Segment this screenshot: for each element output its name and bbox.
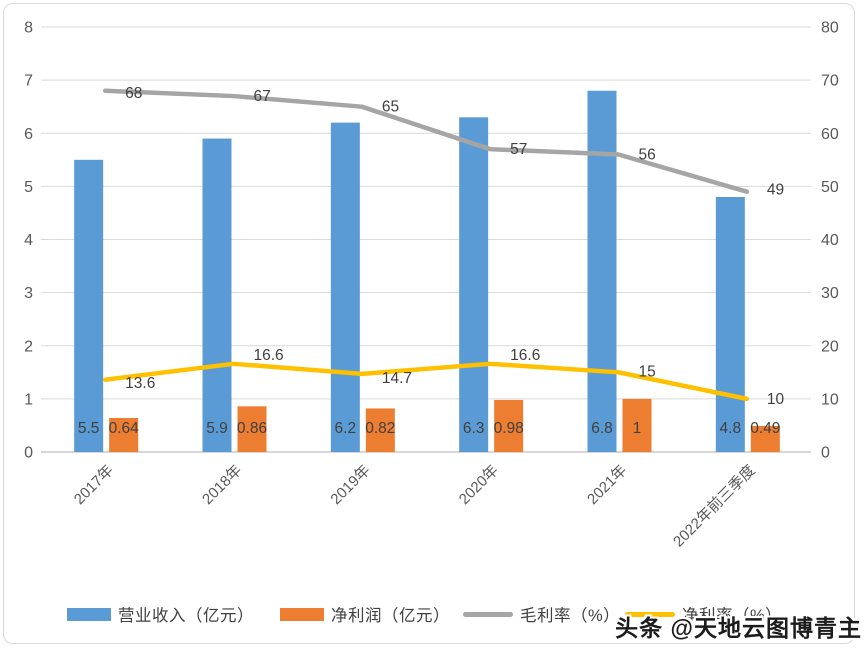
legend-item-net-profit-bar: 净利润（亿元） <box>280 601 450 627</box>
legend-label-net-profit-bar: 净利润（亿元） <box>331 607 450 625</box>
bar-label-revenue-bar-2019年: 6.2 <box>335 420 357 437</box>
line-label-gross-margin-line-2021年: 56 <box>639 147 656 164</box>
left-axis-tick: 7 <box>24 73 33 90</box>
x-axis-label-2020年: 2020年 <box>456 462 502 508</box>
bar-label-revenue-bar-2022年前三季度: 4.8 <box>720 420 742 437</box>
bar-revenue-bar-2020年 <box>459 117 489 452</box>
right-axis-tick: 0 <box>821 445 830 462</box>
bar-label-revenue-bar-2017年: 5.5 <box>78 420 100 437</box>
line-label-net-margin-line-2019年: 14.7 <box>382 370 412 387</box>
right-axis-tick: 20 <box>821 338 839 355</box>
x-axis-label-2022年前三季度: 2022年前三季度 <box>670 462 759 551</box>
left-axis-tick: 4 <box>24 232 33 249</box>
line-label-net-margin-line-2022年前三季度: 10 <box>767 391 785 408</box>
bar-net-profit-bar-2018年 <box>237 406 267 452</box>
x-axis-label-2017年: 2017年 <box>71 462 117 508</box>
bar-net-profit-bar-2020年 <box>494 399 524 452</box>
bar-net-profit-bar-2022年前三季度 <box>750 425 780 452</box>
chart-legend: 营业收入（亿元） 净利润（亿元） 毛利率（%） 净利率（%） <box>0 601 864 629</box>
x-axis-label-2018年: 2018年 <box>199 462 245 508</box>
bar-revenue-bar-2019年 <box>330 122 360 452</box>
left-axis-tick: 8 <box>24 20 33 37</box>
legend-swatch-net-profit-bar <box>280 607 324 621</box>
legend-label-revenue-bar: 营业收入（亿元） <box>118 607 254 625</box>
bar-label-net-profit-bar-2022年前三季度: 0.49 <box>750 420 780 437</box>
line-label-gross-margin-line-2022年前三季度: 49 <box>767 182 784 199</box>
line-gross-margin-line <box>102 88 750 194</box>
left-axis-tick: 2 <box>24 338 33 355</box>
legend-label-net-margin-line: 净利率（%） <box>682 607 783 625</box>
line-label-net-margin-line-2017年: 13.6 <box>125 375 155 392</box>
bar-revenue-bar-2017年 <box>74 159 104 452</box>
line-label-net-margin-line-2018年: 16.6 <box>254 347 284 364</box>
right-axis-tick: 60 <box>821 126 839 143</box>
left-axis-tick: 1 <box>24 391 33 408</box>
watermark: 头条 @天地云图博青主 <box>615 615 862 641</box>
x-axis-label-2021年: 2021年 <box>584 462 630 508</box>
bar-revenue-bar-2022年前三季度 <box>715 197 745 452</box>
left-axis-tick: 0 <box>24 445 33 462</box>
bar-label-net-profit-bar-2019年: 0.82 <box>365 420 395 437</box>
bar-label-net-profit-bar-2020年: 0.98 <box>494 420 524 437</box>
bar-net-profit-bar-2021年 <box>622 398 652 452</box>
line-label-gross-margin-line-2019年: 65 <box>382 99 399 116</box>
legend-swatch-revenue-bar <box>67 607 111 621</box>
bar-net-profit-bar-2019年 <box>365 408 395 452</box>
line-label-gross-margin-line-2020年: 57 <box>510 141 527 158</box>
legend-item-net-margin-line: 净利率（%） <box>625 601 782 627</box>
bar-revenue-bar-2018年 <box>202 138 232 452</box>
chart-frame <box>3 3 855 644</box>
line-label-net-margin-line-2020年: 16.6 <box>510 347 540 364</box>
right-axis-tick: 40 <box>821 232 839 249</box>
bar-label-net-profit-bar-2021年: 1 <box>633 420 642 437</box>
legend-label-gross-margin-line: 毛利率（%） <box>520 607 621 625</box>
bar-label-net-profit-bar-2018年: 0.86 <box>237 420 267 437</box>
line-label-net-margin-line-2021年: 15 <box>639 363 656 380</box>
left-axis-tick: 6 <box>24 126 33 143</box>
left-axis-tick: 3 <box>24 285 33 302</box>
right-axis-tick: 50 <box>821 179 839 196</box>
bar-revenue-bar-2021年 <box>587 90 617 452</box>
legend-swatch-gross-margin-line <box>463 611 513 617</box>
right-axis-tick: 10 <box>821 391 839 408</box>
right-axis-tick: 70 <box>821 73 839 90</box>
legend-swatch-net-margin-line <box>625 611 675 617</box>
legend-item-revenue-bar: 营业收入（亿元） <box>67 601 254 627</box>
right-axis-tick: 80 <box>821 20 839 37</box>
bar-net-profit-bar-2017年 <box>109 418 139 452</box>
line-label-gross-margin-line-2018年: 67 <box>254 88 271 105</box>
line-net-margin-line <box>102 361 750 402</box>
bar-label-revenue-bar-2018年: 5.9 <box>206 420 228 437</box>
x-axis-label-2019年: 2019年 <box>327 462 373 508</box>
line-label-gross-margin-line-2017年: 68 <box>125 85 142 102</box>
bar-label-revenue-bar-2021年: 6.8 <box>591 420 613 437</box>
left-axis-tick: 5 <box>24 179 33 196</box>
bar-label-revenue-bar-2020年: 6.3 <box>463 420 485 437</box>
legend-item-gross-margin-line: 毛利率（%） <box>463 601 620 627</box>
bar-label-net-profit-bar-2017年: 0.64 <box>109 420 140 437</box>
right-axis-tick: 30 <box>821 285 839 302</box>
